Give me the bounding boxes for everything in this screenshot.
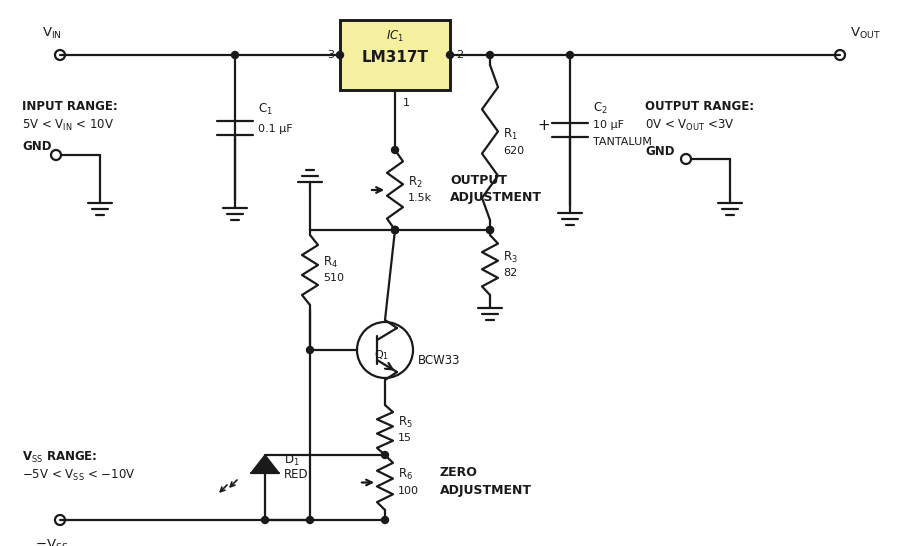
Text: V$_{\rm SS}$ RANGE:: V$_{\rm SS}$ RANGE:	[22, 450, 97, 465]
Circle shape	[307, 347, 313, 353]
Text: 15: 15	[398, 433, 412, 443]
Text: +: +	[537, 117, 551, 133]
Text: R$_6$: R$_6$	[398, 467, 413, 482]
Text: OUTPUT RANGE:: OUTPUT RANGE:	[645, 100, 754, 113]
Text: TANTALUM: TANTALUM	[593, 137, 652, 147]
Text: $-$5V < V$_{\rm SS}$ < $-$10V: $-$5V < V$_{\rm SS}$ < $-$10V	[22, 468, 136, 483]
Text: BCW33: BCW33	[418, 353, 461, 366]
Circle shape	[487, 227, 493, 234]
Text: 1.5k: 1.5k	[408, 193, 432, 203]
Text: $-$V$_{\rm SS}$: $-$V$_{\rm SS}$	[35, 538, 68, 546]
Circle shape	[487, 51, 493, 58]
Text: 5V < V$_{\rm IN}$ < 10V: 5V < V$_{\rm IN}$ < 10V	[22, 118, 114, 133]
Text: C$_1$: C$_1$	[258, 102, 273, 117]
Polygon shape	[251, 455, 279, 473]
Text: 620: 620	[503, 145, 524, 156]
Text: 2: 2	[456, 50, 464, 60]
Circle shape	[382, 517, 389, 524]
Text: LM317T: LM317T	[362, 50, 428, 66]
Text: ZERO: ZERO	[440, 466, 478, 479]
Text: C$_2$: C$_2$	[593, 100, 608, 116]
Text: ADJUSTMENT: ADJUSTMENT	[450, 192, 542, 205]
Text: R$_5$: R$_5$	[398, 414, 413, 430]
Text: 3: 3	[327, 50, 334, 60]
Circle shape	[262, 517, 268, 524]
Text: Q$_1$: Q$_1$	[374, 348, 390, 362]
Circle shape	[392, 227, 399, 234]
Circle shape	[382, 452, 389, 459]
Text: 0V < V$_{\rm OUT}$ <3V: 0V < V$_{\rm OUT}$ <3V	[645, 118, 734, 133]
Text: R$_1$: R$_1$	[503, 127, 517, 142]
FancyBboxPatch shape	[340, 20, 450, 90]
Circle shape	[392, 227, 399, 234]
Text: V$_{\rm IN}$: V$_{\rm IN}$	[42, 26, 62, 41]
Text: 10 μF: 10 μF	[593, 120, 624, 130]
Circle shape	[566, 51, 573, 58]
Circle shape	[392, 227, 399, 234]
Text: 1: 1	[403, 98, 410, 108]
Circle shape	[446, 51, 454, 58]
Text: INPUT RANGE:: INPUT RANGE:	[22, 100, 118, 113]
Text: V$_{\rm OUT}$: V$_{\rm OUT}$	[850, 26, 881, 41]
Text: ADJUSTMENT: ADJUSTMENT	[440, 484, 532, 497]
Text: OUTPUT: OUTPUT	[450, 174, 507, 187]
Circle shape	[487, 227, 493, 234]
Text: 82: 82	[503, 268, 517, 278]
Text: R$_2$: R$_2$	[408, 175, 423, 189]
Text: 510: 510	[323, 273, 344, 283]
Circle shape	[231, 51, 239, 58]
Text: 100: 100	[398, 485, 419, 496]
Text: R$_3$: R$_3$	[503, 250, 517, 265]
Circle shape	[337, 51, 344, 58]
Text: IC$_1$: IC$_1$	[386, 28, 404, 44]
Text: D$_1$: D$_1$	[284, 453, 300, 467]
Text: GND: GND	[22, 140, 51, 153]
Text: R$_4$: R$_4$	[323, 254, 338, 270]
Text: 0.1 μF: 0.1 μF	[258, 124, 292, 134]
Text: RED: RED	[284, 468, 309, 482]
Circle shape	[307, 517, 313, 524]
Text: GND: GND	[645, 145, 674, 158]
Circle shape	[392, 146, 399, 153]
